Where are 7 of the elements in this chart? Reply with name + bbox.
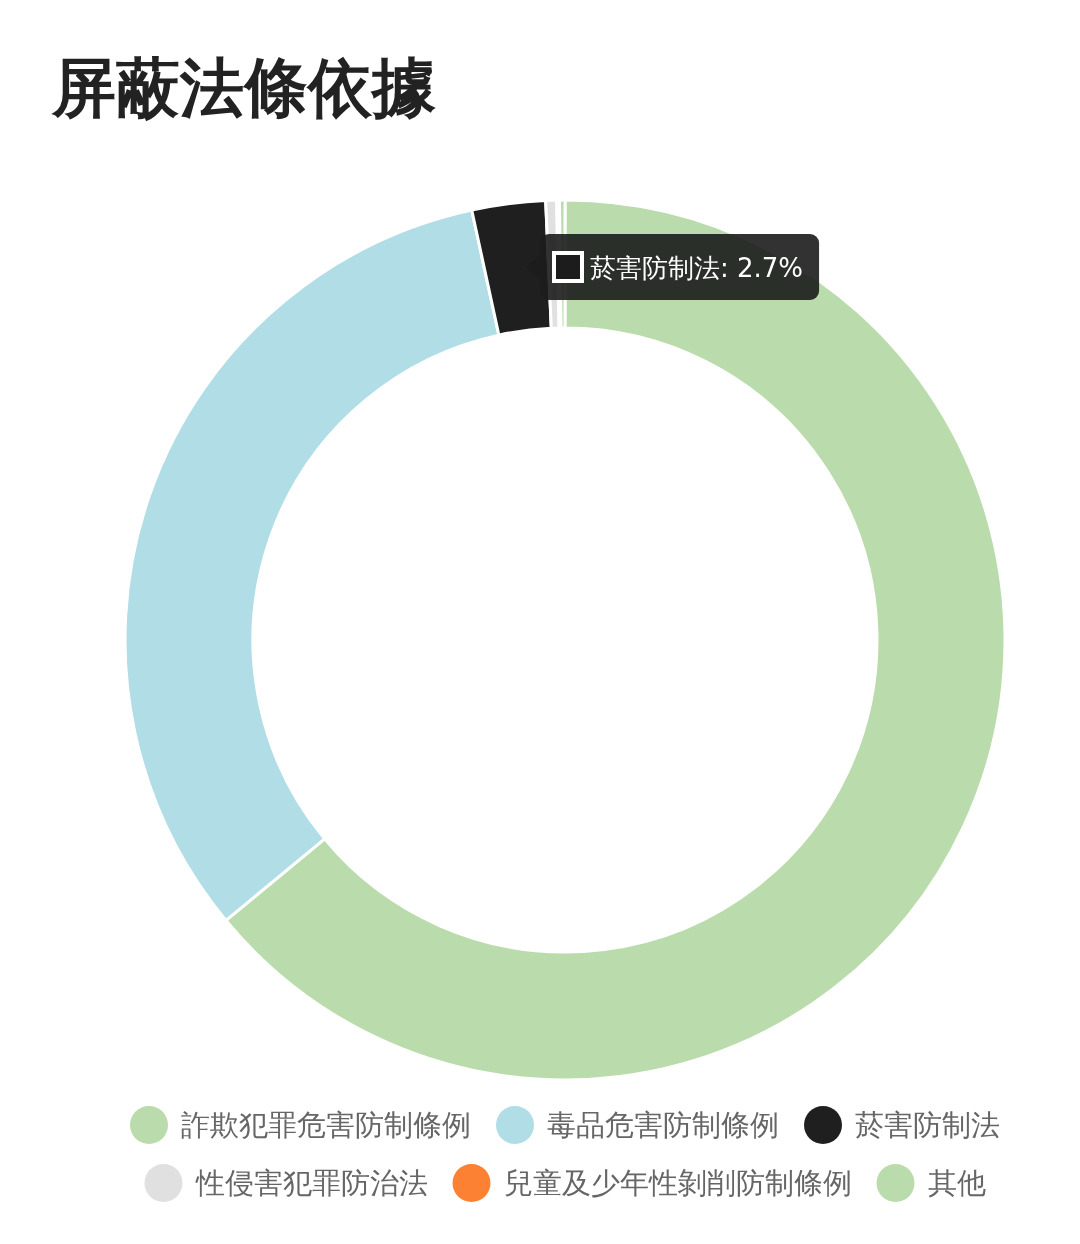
legend-label: 性侵害犯罪防治法	[194, 1166, 428, 1200]
title: 屏蔽法條依據	[52, 51, 436, 125]
legend-label: 其他	[927, 1166, 986, 1200]
legend-label: 詐欺犯罪危害防制條例	[181, 1108, 471, 1142]
legend-label: 毒品危害防制條例	[547, 1108, 779, 1142]
legend-label: 菸害防制法	[855, 1108, 1000, 1142]
legend-label: 兒童及少年性剝削防制條例	[503, 1166, 852, 1200]
